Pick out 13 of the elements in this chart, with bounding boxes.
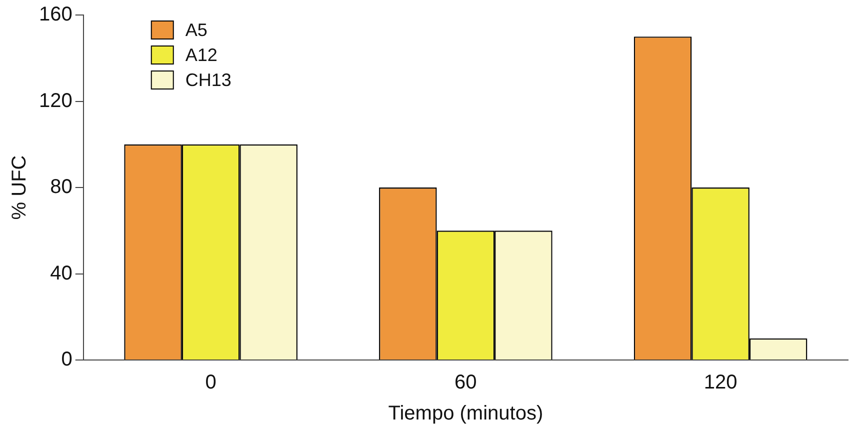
y-axis-title: % UFC	[8, 155, 31, 220]
y-tick-label: 0	[61, 348, 72, 371]
y-tick-label: 160	[38, 4, 72, 26]
legend-label: A5	[185, 20, 208, 40]
x-tick-label: 0	[205, 372, 216, 394]
y-tick-label: 40	[50, 262, 72, 284]
y-tick-label: 80	[50, 176, 72, 198]
y-tick-label: 120	[38, 90, 72, 112]
x-tick-label: 120	[704, 372, 738, 394]
legend-label: CH13	[185, 70, 232, 90]
x-tick-label: 60	[454, 372, 477, 394]
x-axis-title: Tiempo (minutos)	[388, 402, 544, 425]
legend-label: A12	[185, 44, 218, 65]
